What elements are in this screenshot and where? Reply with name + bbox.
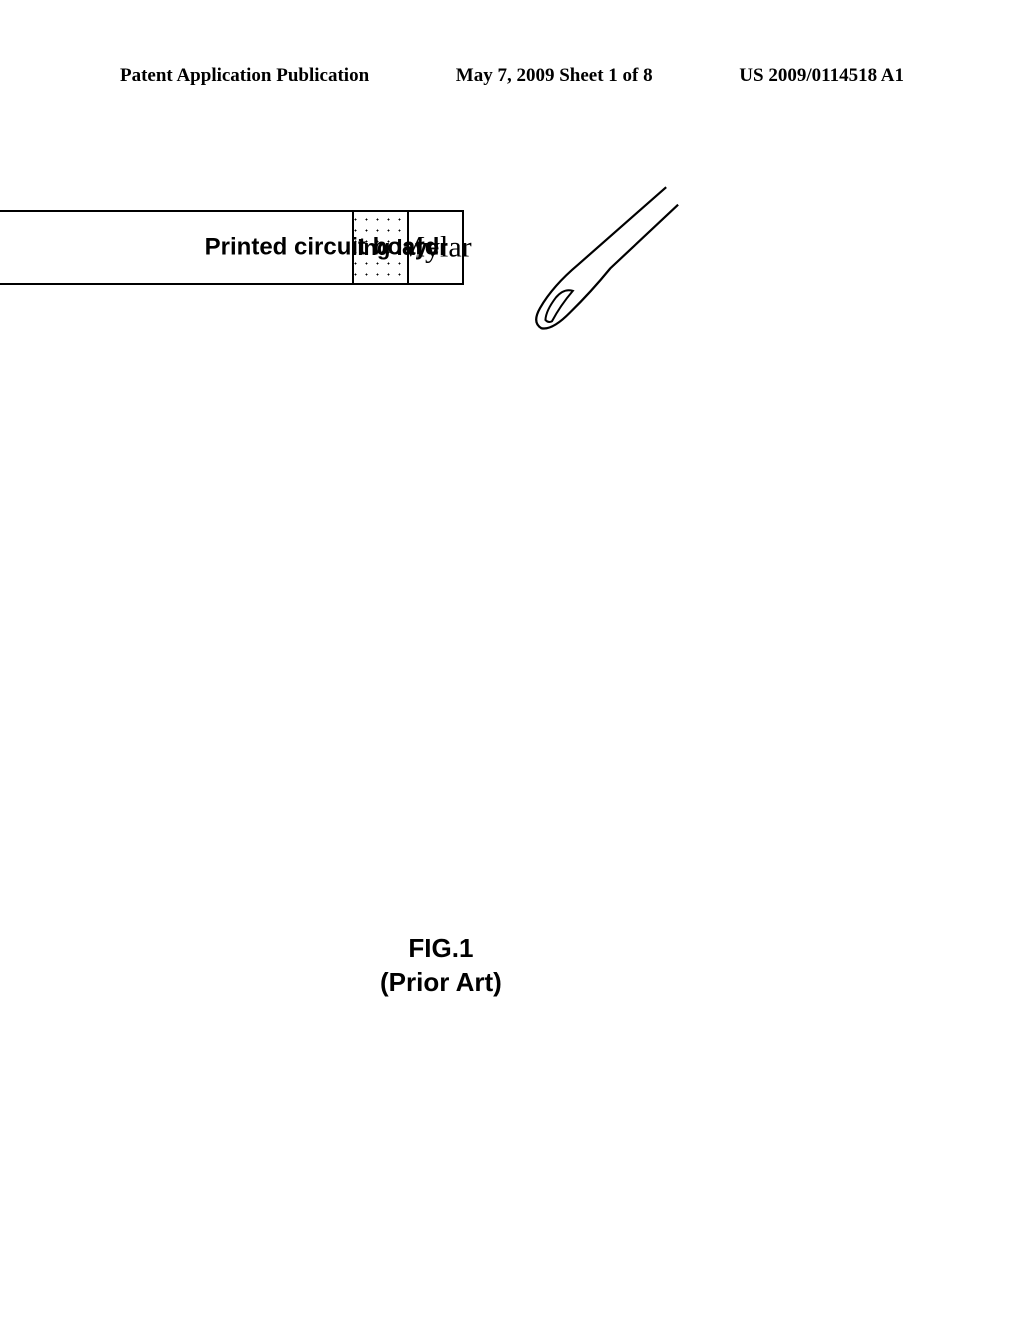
layer-stack: Mylar Joining layer Printed circuit boar… bbox=[0, 210, 464, 285]
header-left: Patent Application Publication bbox=[120, 65, 369, 87]
figure-caption: FIG.1 (Prior Art) bbox=[380, 932, 502, 1000]
layer-pcb: Printed circuit board bbox=[292, 212, 352, 283]
finger-icon bbox=[495, 176, 711, 346]
caption-line1: FIG.1 bbox=[380, 932, 502, 966]
figure-area: Mylar Joining layer Printed circuit boar… bbox=[140, 180, 840, 1200]
header-right: US 2009/0114518 A1 bbox=[739, 65, 904, 87]
caption-line2: (Prior Art) bbox=[380, 966, 502, 1000]
pcb-label: Printed circuit board bbox=[205, 234, 440, 262]
header-center: May 7, 2009 Sheet 1 of 8 bbox=[456, 65, 653, 87]
page-header: Patent Application Publication May 7, 20… bbox=[0, 65, 1024, 87]
